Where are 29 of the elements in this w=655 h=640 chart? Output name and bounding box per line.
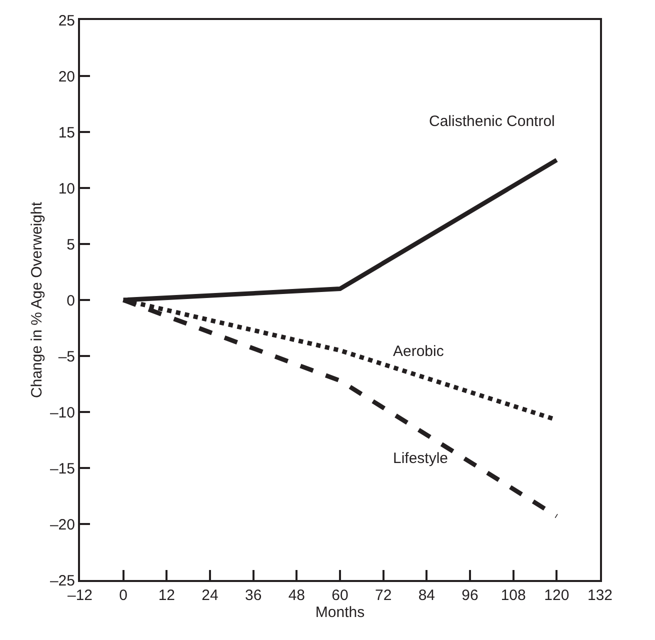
series-label: Aerobic <box>393 343 444 360</box>
x-tick-label: 84 <box>418 587 436 604</box>
x-tick-label: 12 <box>158 587 176 604</box>
y-tick-label: –20 <box>50 516 75 534</box>
y-tick-label: –25 <box>50 572 75 590</box>
x-tick-label: 0 <box>119 587 128 604</box>
x-tick-label: 60 <box>332 587 348 604</box>
x-tick-label: –12 <box>67 587 93 604</box>
x-tick-label: 120 <box>544 587 570 604</box>
y-tick-label: –5 <box>58 348 75 366</box>
series-label: Lifestyle <box>393 450 448 467</box>
x-tick-label: 36 <box>244 587 262 604</box>
y-tick-label: –10 <box>50 404 75 422</box>
y-tick-label: 0 <box>66 292 75 310</box>
y-axis-title: Change in % Age Overweight <box>28 201 46 398</box>
x-tick-label: 132 <box>587 587 613 604</box>
x-tick-label: 108 <box>500 587 526 604</box>
y-tick-label: 10 <box>58 180 75 198</box>
x-tick-label: 96 <box>462 587 478 604</box>
y-tick-label: 5 <box>66 236 75 254</box>
x-axis-title: Months <box>315 604 365 621</box>
text: Calisthenic Control <box>429 113 555 130</box>
x-tick-label: 24 <box>202 587 218 604</box>
x-tick-label: 72 <box>374 587 392 604</box>
y-tick-label: 20 <box>58 68 75 86</box>
y-tick-label: 15 <box>58 124 75 142</box>
y-tick-label: 25 <box>58 12 75 30</box>
x-tick-label: 48 <box>288 587 306 604</box>
y-tick-label: –15 <box>50 460 75 478</box>
